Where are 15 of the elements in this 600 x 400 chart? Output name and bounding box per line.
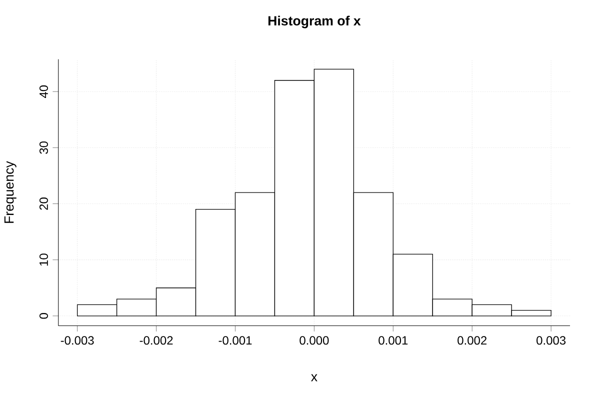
y-tick-label: 0 [39, 313, 48, 319]
x-tick-label: -0.003 [60, 336, 94, 345]
x-tick-label: 0.002 [458, 336, 487, 345]
x-tick-label: -0.002 [140, 336, 173, 345]
x-axis-title: x [311, 374, 318, 382]
x-tick-label: 0.000 [300, 336, 329, 345]
x-tick-label: -0.001 [218, 336, 252, 345]
y-tick-label: 30 [39, 142, 48, 154]
chart-title: Histogram of x [268, 16, 361, 28]
y-tick-label: 20 [39, 198, 48, 210]
x-tick-label: 0.001 [378, 336, 408, 345]
y-tick-label: 40 [39, 86, 48, 98]
y-axis-title: Frequency [4, 161, 16, 224]
y-tick-label: 10 [39, 254, 48, 266]
x-tick-label: 0.003 [536, 336, 566, 345]
